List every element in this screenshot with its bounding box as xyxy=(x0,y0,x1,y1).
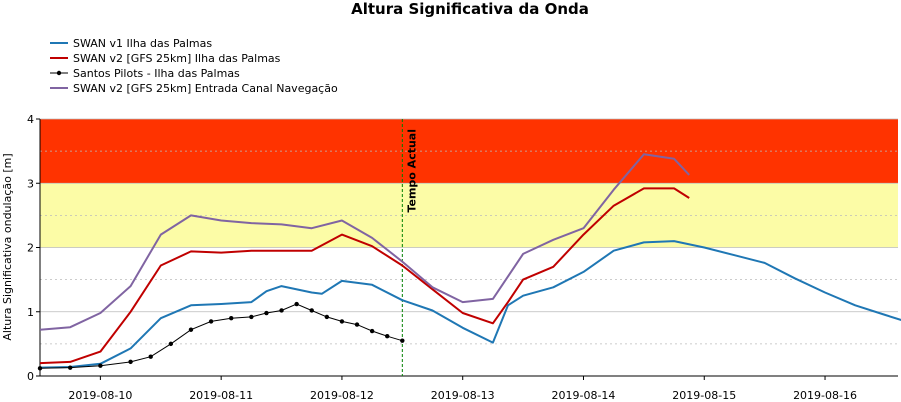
x-tick-label: 2019-08-10 xyxy=(68,389,132,402)
x-tick-label: 2019-08-15 xyxy=(672,389,736,402)
series-point-2 xyxy=(324,314,330,320)
x-tick-label: 2019-08-12 xyxy=(310,389,374,402)
y-axis-label: Altura Significativa ondulação [m] xyxy=(1,153,14,340)
series-line-1 xyxy=(39,187,690,365)
series-point-2 xyxy=(339,319,345,324)
series-point-2 xyxy=(369,328,375,334)
series-point-2 xyxy=(264,310,269,316)
series-point-2 xyxy=(294,301,299,307)
y-tick-label: 4 xyxy=(27,113,34,126)
series-point-2 xyxy=(229,315,234,321)
series-line-3 xyxy=(39,153,690,331)
legend-label-2: Santos Pilots - Ilha das Palmas xyxy=(73,67,240,80)
x-tick-label: 2019-08-14 xyxy=(552,389,616,402)
series-point-2 xyxy=(385,333,390,339)
series-line-0 xyxy=(39,240,901,369)
legend-marker-2 xyxy=(56,70,62,76)
band-0 xyxy=(40,119,898,184)
series-line-2 xyxy=(39,303,403,369)
series-point-2 xyxy=(148,354,153,359)
series-point-2 xyxy=(37,366,43,371)
series-point-2 xyxy=(279,308,284,313)
legend-label-1: SWAN v2 [GFS 25km] Ilha das Palmas xyxy=(73,52,281,65)
series-point-2 xyxy=(249,314,254,320)
x-tick-label: 2019-08-11 xyxy=(189,389,253,402)
legend-label-3: SWAN v2 [GFS 25km] Entrada Canal Navegaç… xyxy=(73,82,338,95)
plot-area: 0 1 2 3 4 2019-08-10 2019-08-11 2019-08-12 2019-… xyxy=(27,113,901,402)
x-tick-label: 2019-08-13 xyxy=(431,389,495,402)
current-time-label: Tempo Actual xyxy=(405,129,418,213)
chart-title: Altura Significativa da Onda xyxy=(351,0,589,18)
series-point-2 xyxy=(400,338,405,343)
y-tick-label: 2 xyxy=(27,242,34,255)
series-point-2 xyxy=(354,322,360,327)
band-1 xyxy=(40,183,898,248)
series-point-2 xyxy=(309,308,314,313)
legend-label-0: SWAN v1 Ilha das Palmas xyxy=(73,37,212,50)
series-point-2 xyxy=(208,319,214,324)
series-point-2 xyxy=(67,365,73,370)
y-tick-label: 1 xyxy=(27,306,34,319)
x-tick-label: 2019-08-16 xyxy=(793,389,857,402)
series-point-2 xyxy=(128,359,133,365)
series-point-2 xyxy=(188,327,194,332)
legend: SWAN v1 Ilha das Palmas SWAN v2 [GFS 25km… xyxy=(50,37,338,95)
series-point-2 xyxy=(98,363,103,368)
series-point-2 xyxy=(168,341,174,347)
y-tick-label: 0 xyxy=(27,370,34,383)
y-tick-label: 3 xyxy=(27,177,34,190)
